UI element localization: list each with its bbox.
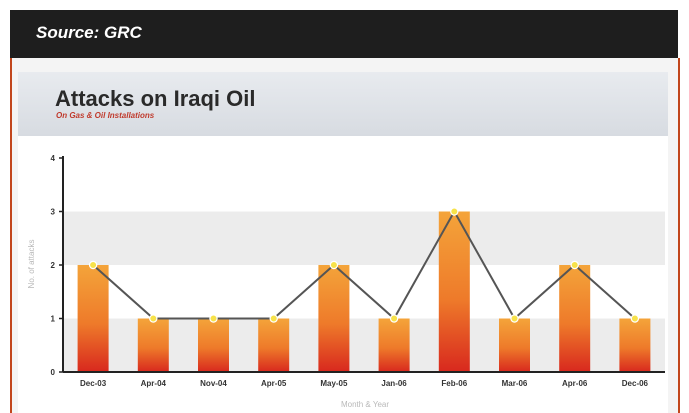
data-point xyxy=(570,260,579,270)
bar-apr-06 xyxy=(559,265,591,372)
x-tick-label: May-05 xyxy=(320,379,348,388)
data-point xyxy=(209,314,218,323)
bar-apr-04 xyxy=(137,318,169,372)
data-point xyxy=(389,314,399,323)
source-header: Source: GRC xyxy=(10,10,678,58)
chart-title: Attacks on Iraqi Oil xyxy=(55,86,256,111)
y-tick-label: 1 xyxy=(51,315,56,324)
data-point xyxy=(329,260,339,270)
y-tick-label: 4 xyxy=(51,154,56,163)
x-tick-label: Jan-06 xyxy=(381,379,407,388)
bar-jan-06 xyxy=(378,318,410,372)
bar-feb-06 xyxy=(438,211,470,372)
title-band xyxy=(18,72,668,136)
x-tick-label: Apr-06 xyxy=(562,379,588,388)
bar-nov-04 xyxy=(198,318,229,372)
data-point xyxy=(450,207,459,216)
x-tick-label: Feb-06 xyxy=(441,379,467,388)
data-point xyxy=(510,314,519,323)
bar-mar-06 xyxy=(499,318,530,372)
bar-dec-06 xyxy=(619,318,651,372)
x-tick-label: Apr-05 xyxy=(261,379,287,388)
x-tick-label: Nov-04 xyxy=(200,379,227,388)
x-axis-label: Month & Year xyxy=(341,400,389,409)
data-point xyxy=(88,260,98,270)
bar-apr-05 xyxy=(258,318,290,372)
y-tick-label: 2 xyxy=(51,261,56,270)
x-tick-label: Apr-04 xyxy=(141,379,167,388)
x-tick-label: Dec-03 xyxy=(80,379,107,388)
data-point xyxy=(269,314,278,323)
y-axis-label: No. of attacks xyxy=(27,240,36,289)
trend-line xyxy=(92,209,636,321)
y-tick-label: 0 xyxy=(51,368,56,377)
source-label: Source: GRC xyxy=(36,23,142,42)
bar-may-05 xyxy=(318,265,350,372)
grid-band xyxy=(63,211,665,265)
data-point xyxy=(149,314,158,323)
chart-subtitle: On Gas & Oil Installations xyxy=(56,111,155,120)
x-tick-label: Mar-06 xyxy=(502,379,528,388)
bar-dec-03 xyxy=(77,265,109,372)
y-tick-label: 3 xyxy=(51,208,56,217)
x-tick-label: Dec-06 xyxy=(622,379,649,388)
data-point xyxy=(630,314,640,323)
